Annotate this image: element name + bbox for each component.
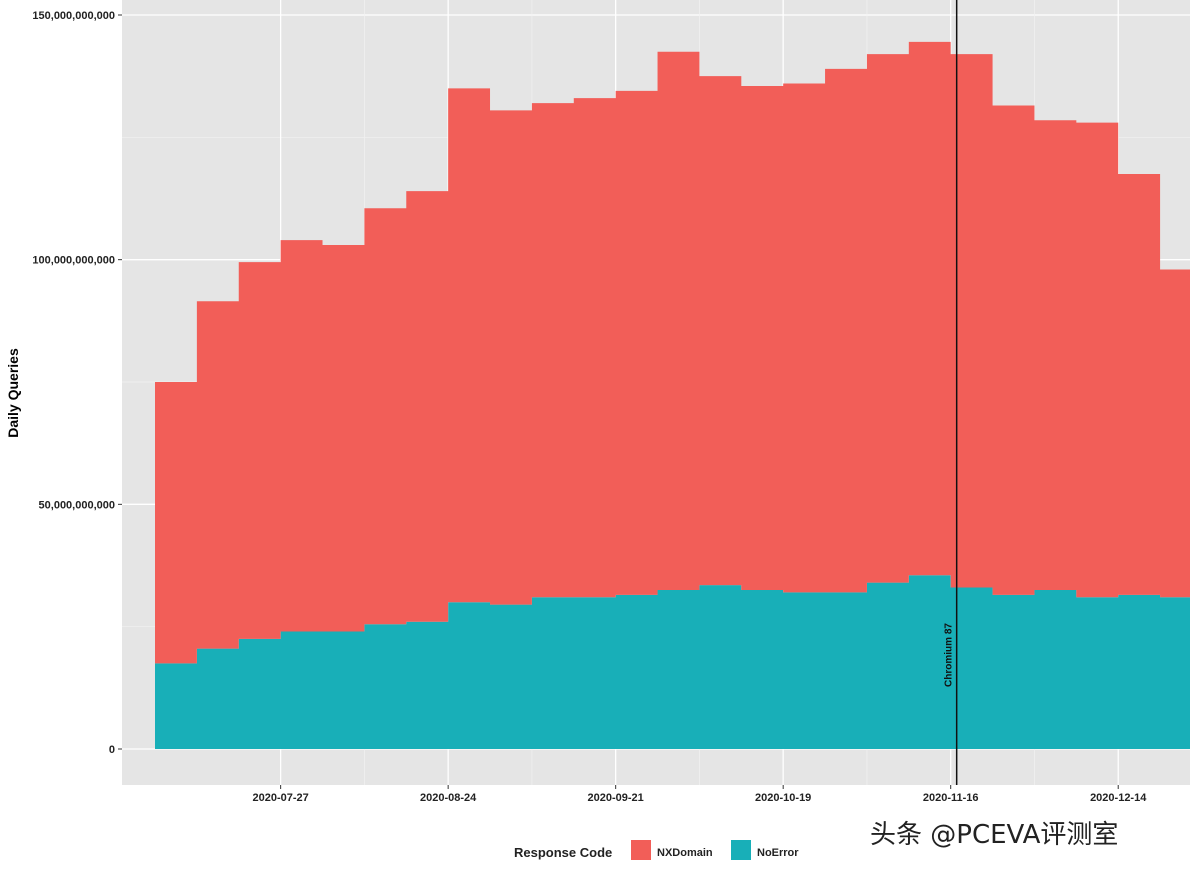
y-tick-label: 150,000,000,000: [32, 10, 115, 22]
legend-swatch: [731, 840, 751, 860]
y-tick-label: 0: [109, 744, 115, 756]
stacked-area: [155, 41, 1190, 749]
x-tick-label: 2020-10-19: [755, 792, 811, 804]
y-axis-title: Daily Queries: [5, 348, 21, 438]
y-tick-label: 100,000,000,000: [32, 255, 115, 267]
legend-label: NXDomain: [657, 847, 713, 859]
legend-swatch: [631, 840, 651, 860]
area-series-nxdomain: [155, 41, 1190, 664]
x-tick-label: 2020-09-21: [588, 792, 644, 804]
y-tick-label: 50,000,000,000: [39, 499, 115, 511]
legend: Response Code NXDomain NoError: [514, 840, 799, 860]
x-tick-label: 2020-08-24: [420, 792, 477, 804]
x-tick-label: 2020-11-16: [923, 792, 979, 804]
annotation-label: Chromium 87: [944, 623, 955, 687]
watermark: 头条 @PCEVA评测室: [870, 820, 1118, 850]
x-tick-label: 2020-07-27: [252, 792, 308, 804]
y-axis: 0 50,000,000,000 100,000,000,000 150,000,00…: [32, 10, 122, 756]
legend-label: NoError: [757, 847, 799, 859]
annotation-layer: Chromium 87: [944, 0, 958, 785]
x-tick-label: 2020-12-14: [1090, 792, 1147, 804]
area-series-noerror: [155, 575, 1190, 749]
legend-title: Response Code: [514, 845, 612, 860]
x-axis: 2020-07-27 2020-08-24 2020-09-21 2020-10-19…: [252, 785, 1147, 804]
